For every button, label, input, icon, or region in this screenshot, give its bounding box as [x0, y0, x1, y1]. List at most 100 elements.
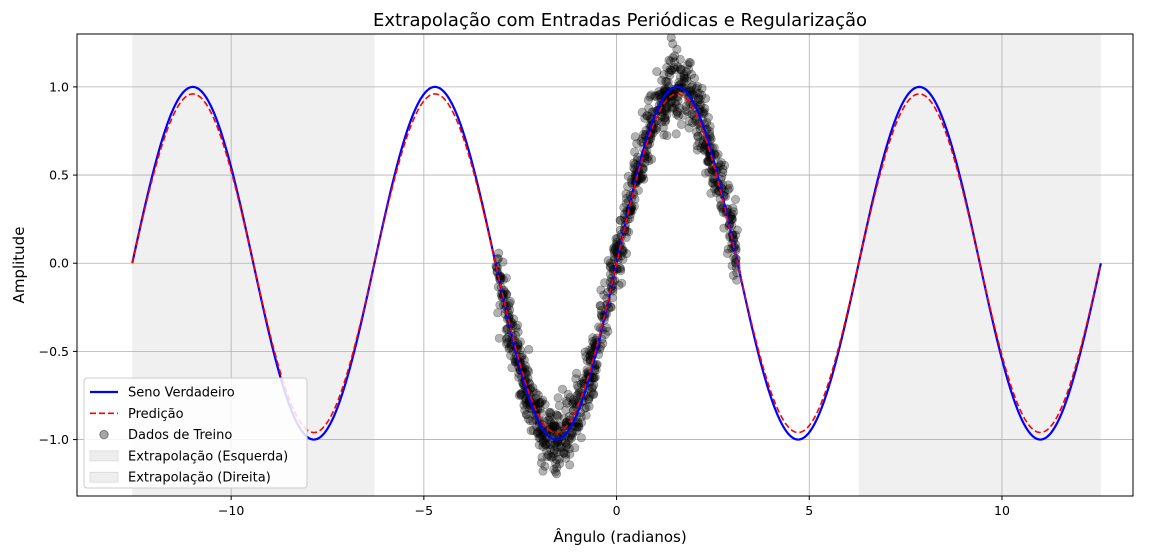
scatter-point [596, 301, 606, 311]
scatter-point [697, 83, 707, 93]
scatter-point [564, 412, 574, 422]
scatter-point [588, 390, 598, 400]
scatter-point [699, 145, 709, 155]
scatter-point [665, 70, 675, 80]
scatter-point [494, 333, 504, 343]
scatter-point [642, 111, 652, 121]
scatter-point [667, 65, 677, 75]
scatter-point [723, 244, 733, 254]
scatter-point [501, 334, 511, 344]
scatter-point [584, 401, 594, 411]
scatter-point [662, 109, 672, 119]
scatter-point [559, 448, 569, 458]
scatter-point [553, 393, 563, 403]
scatter-point [730, 195, 740, 205]
scatter-point [638, 171, 648, 181]
scatter-point [611, 234, 621, 244]
scatter-point [699, 109, 709, 119]
scatter-point [616, 215, 626, 225]
scatter-point [663, 77, 673, 87]
scatter-point [633, 186, 643, 196]
scatter-point [667, 102, 677, 112]
scatter-point [585, 392, 595, 402]
scatter-point [651, 92, 661, 102]
scatter-point [543, 450, 553, 460]
scatter-point [573, 382, 583, 392]
scatter-point [512, 320, 522, 330]
scatter-point [701, 94, 711, 104]
scatter-point [661, 76, 671, 86]
scatter-point [644, 103, 654, 113]
scatter-point [571, 374, 581, 384]
scatter-point [561, 453, 571, 463]
scatter-point [559, 413, 569, 423]
scatter-point [568, 428, 578, 438]
scatter-point [672, 44, 682, 54]
legend-label: Extrapolação (Direita) [128, 471, 271, 486]
scatter-point [682, 106, 692, 116]
scatter-point [644, 156, 654, 166]
scatter-point [723, 185, 733, 195]
scatter-point [708, 178, 718, 188]
scatter-point [526, 426, 536, 436]
scatter-point [551, 459, 561, 469]
scatter-point [695, 95, 705, 105]
scatter-point [584, 345, 594, 355]
scatter-point [666, 98, 676, 108]
scatter-point [553, 420, 563, 430]
scatter-point [549, 421, 559, 431]
scatter-point [537, 431, 547, 441]
scatter-point [691, 83, 701, 93]
scatter-point [668, 53, 678, 63]
scatter-point [718, 164, 728, 174]
scatter-point [538, 466, 548, 476]
scatter-point [522, 410, 532, 420]
scatter-point [706, 188, 716, 198]
scatter-point [681, 67, 691, 77]
x-tick-label: 10 [994, 503, 1010, 518]
x-tick-label: 5 [805, 503, 813, 518]
scatter-point [528, 386, 538, 396]
scatter-point [515, 389, 525, 399]
scatter-point [654, 87, 664, 97]
scatter-point [557, 384, 567, 394]
scatter-point [603, 256, 613, 266]
scatter-point [537, 452, 547, 462]
scatter-point [549, 440, 559, 450]
scatter-point [675, 103, 685, 113]
scatter-point [534, 399, 544, 409]
y-tick-label: 0.5 [49, 168, 69, 183]
scatter-point [630, 132, 640, 142]
scatter-point [545, 439, 555, 449]
x-axis-label: Ângulo (radianos) [553, 527, 686, 546]
scatter-point [561, 437, 571, 447]
scatter-point [548, 451, 558, 461]
scatter-point [716, 158, 726, 168]
scatter-point [692, 88, 702, 98]
scatter-point [713, 150, 723, 160]
scatter-point [682, 76, 692, 86]
scatter-point [599, 290, 609, 300]
scatter-point [588, 382, 598, 392]
scatter-point [546, 440, 556, 450]
scatter-point [552, 442, 562, 452]
scatter-point [603, 326, 613, 336]
scatter-point [516, 390, 526, 400]
scatter-point [683, 60, 693, 70]
y-tick-label: 1.0 [49, 79, 69, 94]
scatter-point [705, 121, 715, 131]
scatter-point [516, 389, 526, 399]
scatter-point [531, 388, 541, 398]
scatter-point [676, 65, 686, 75]
scatter-point [560, 431, 570, 441]
scatter-point [546, 444, 556, 454]
scatter-point [502, 337, 512, 347]
scatter-point [728, 203, 738, 213]
scatter-point [507, 363, 517, 373]
scatter-point [676, 119, 686, 129]
scatter-point [515, 337, 525, 347]
scatter-point [561, 449, 571, 459]
scatter-point [574, 419, 584, 429]
scatter-point [543, 415, 553, 425]
scatter-point [535, 429, 545, 439]
